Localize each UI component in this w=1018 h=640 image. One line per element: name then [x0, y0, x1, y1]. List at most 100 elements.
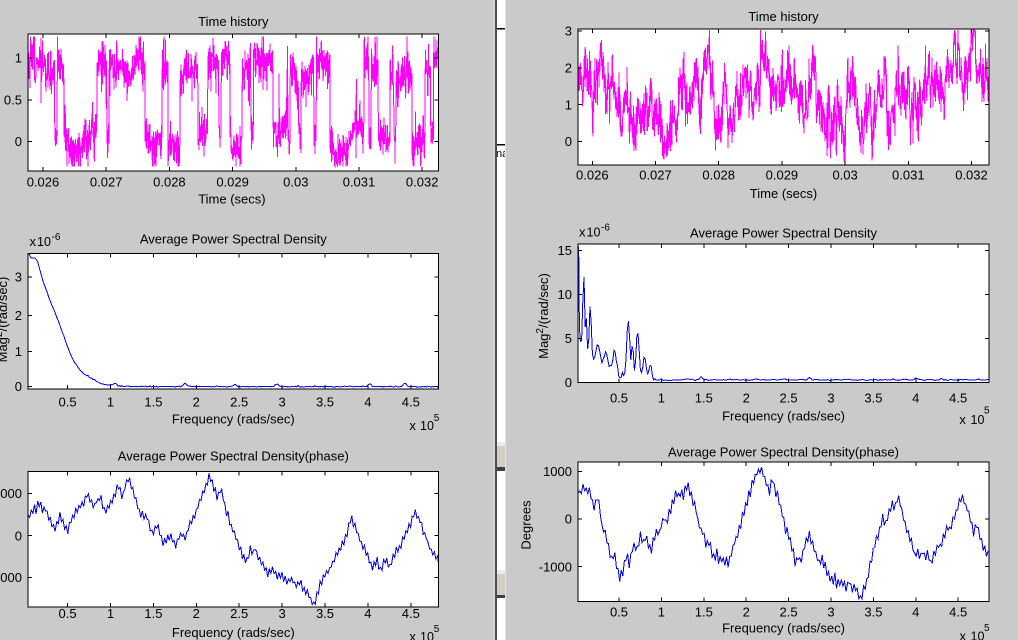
svg-text:3.5: 3.5	[316, 606, 334, 621]
svg-text:0.031: 0.031	[343, 175, 376, 190]
svg-text:0.029: 0.029	[766, 168, 799, 183]
svg-text:-1000: -1000	[539, 559, 572, 574]
svg-text:2: 2	[15, 308, 22, 323]
svg-text:Mag2/(rad/sec): Mag2/(rad/sec)	[535, 273, 551, 359]
svg-text:0.026: 0.026	[576, 168, 609, 183]
svg-text:1000: 1000	[543, 464, 572, 479]
svg-text:0: 0	[15, 528, 22, 543]
svg-text:3.5: 3.5	[864, 391, 882, 406]
svg-text:x: x	[960, 629, 967, 640]
svg-text:3.5: 3.5	[864, 605, 882, 620]
svg-text:1.5: 1.5	[144, 606, 162, 621]
svg-text:0.032: 0.032	[955, 168, 988, 183]
svg-text:1.5: 1.5	[695, 605, 713, 620]
svg-text:Average Power Spectral Density: Average Power Spectral Density	[690, 226, 877, 241]
svg-text:1: 1	[107, 606, 114, 621]
svg-text:-1000: -1000	[0, 570, 22, 585]
svg-text:0.5: 0.5	[59, 395, 77, 410]
svg-text:1: 1	[15, 344, 22, 359]
svg-text:3: 3	[15, 270, 22, 285]
svg-text:3: 3	[278, 395, 285, 410]
svg-text:0.028: 0.028	[153, 175, 186, 190]
svg-text:4.5: 4.5	[402, 395, 420, 410]
svg-text:4: 4	[912, 605, 919, 620]
svg-text:2: 2	[743, 605, 750, 620]
svg-text:4: 4	[364, 606, 371, 621]
svg-text:5: 5	[984, 406, 990, 417]
svg-text:0.5: 0.5	[610, 605, 628, 620]
svg-text:x: x	[579, 225, 586, 240]
svg-text:Mag2/(rad/sec): Mag2/(rad/sec)	[0, 277, 10, 363]
svg-text:Time (secs): Time (secs)	[198, 192, 265, 207]
svg-text:Frequency (rads/sec): Frequency (rads/sec)	[172, 412, 295, 427]
svg-text:3: 3	[565, 24, 572, 39]
svg-text:10: 10	[37, 235, 51, 249]
svg-text:3: 3	[827, 605, 834, 620]
svg-text:Average Power Spectral Density: Average Power Spectral Density(phase)	[668, 445, 899, 460]
svg-text:3.5: 3.5	[316, 395, 334, 410]
svg-text:0.027: 0.027	[90, 175, 123, 190]
svg-text:Time history: Time history	[198, 14, 269, 29]
svg-text:4: 4	[912, 391, 919, 406]
svg-text:10: 10	[971, 630, 985, 640]
svg-text:4.5: 4.5	[402, 606, 420, 621]
svg-text:-6: -6	[52, 232, 61, 243]
svg-text:2.5: 2.5	[780, 391, 798, 406]
svg-text:4.5: 4.5	[949, 605, 967, 620]
svg-text:2: 2	[565, 61, 572, 76]
svg-text:0: 0	[565, 134, 572, 149]
svg-text:Average Power Spectral Density: Average Power Spectral Density(phase)	[118, 449, 349, 464]
svg-text:5: 5	[434, 413, 440, 424]
svg-text:1.5: 1.5	[144, 395, 162, 410]
svg-text:4.5: 4.5	[949, 391, 967, 406]
svg-text:10: 10	[971, 413, 985, 427]
svg-text:4: 4	[364, 395, 371, 410]
svg-text:2.5: 2.5	[230, 606, 248, 621]
svg-text:0.5: 0.5	[4, 93, 22, 108]
svg-text:0.031: 0.031	[892, 168, 925, 183]
svg-text:0.5: 0.5	[59, 606, 77, 621]
svg-text:2: 2	[193, 606, 200, 621]
svg-text:10: 10	[587, 226, 601, 240]
svg-text:0.029: 0.029	[216, 175, 249, 190]
svg-text:Frequency (rads/sec): Frequency (rads/sec)	[722, 409, 845, 424]
svg-text:Time history: Time history	[748, 9, 819, 24]
svg-text:10: 10	[420, 630, 434, 640]
svg-text:1: 1	[15, 51, 22, 66]
svg-text:1.5: 1.5	[695, 391, 713, 406]
svg-text:0.028: 0.028	[702, 168, 735, 183]
svg-text:0: 0	[565, 512, 572, 527]
svg-text:2.5: 2.5	[780, 605, 798, 620]
svg-text:1000: 1000	[0, 486, 22, 501]
svg-text:0: 0	[565, 375, 572, 390]
svg-text:10: 10	[558, 287, 572, 302]
svg-text:0: 0	[15, 134, 22, 149]
svg-text:x: x	[409, 629, 416, 640]
svg-text:0: 0	[15, 379, 22, 394]
svg-text:0.027: 0.027	[639, 168, 672, 183]
svg-text:2: 2	[743, 391, 750, 406]
svg-text:1: 1	[658, 605, 665, 620]
svg-text:3: 3	[827, 391, 834, 406]
svg-text:5: 5	[434, 624, 440, 635]
svg-text:x: x	[30, 234, 37, 249]
svg-text:Degrees: Degrees	[519, 500, 534, 550]
svg-text:1: 1	[565, 97, 572, 112]
svg-text:3: 3	[278, 606, 285, 621]
svg-text:2: 2	[193, 395, 200, 410]
svg-text:0.026: 0.026	[27, 175, 60, 190]
svg-text:5: 5	[565, 331, 572, 346]
svg-text:1: 1	[658, 391, 665, 406]
svg-text:15: 15	[558, 243, 572, 258]
svg-text:Time (secs): Time (secs)	[750, 186, 817, 201]
svg-text:0.03: 0.03	[283, 175, 308, 190]
svg-text:na: na	[496, 148, 509, 160]
svg-text:5: 5	[984, 623, 990, 634]
svg-text:0.032: 0.032	[406, 175, 439, 190]
svg-text:10: 10	[420, 419, 434, 433]
svg-text:Frequency (rads/sec): Frequency (rads/sec)	[722, 621, 845, 636]
svg-text:x: x	[409, 418, 416, 433]
svg-text:Frequency (rads/sec): Frequency (rads/sec)	[172, 625, 295, 640]
svg-text:2.5: 2.5	[230, 395, 248, 410]
svg-text:0.5: 0.5	[610, 391, 628, 406]
